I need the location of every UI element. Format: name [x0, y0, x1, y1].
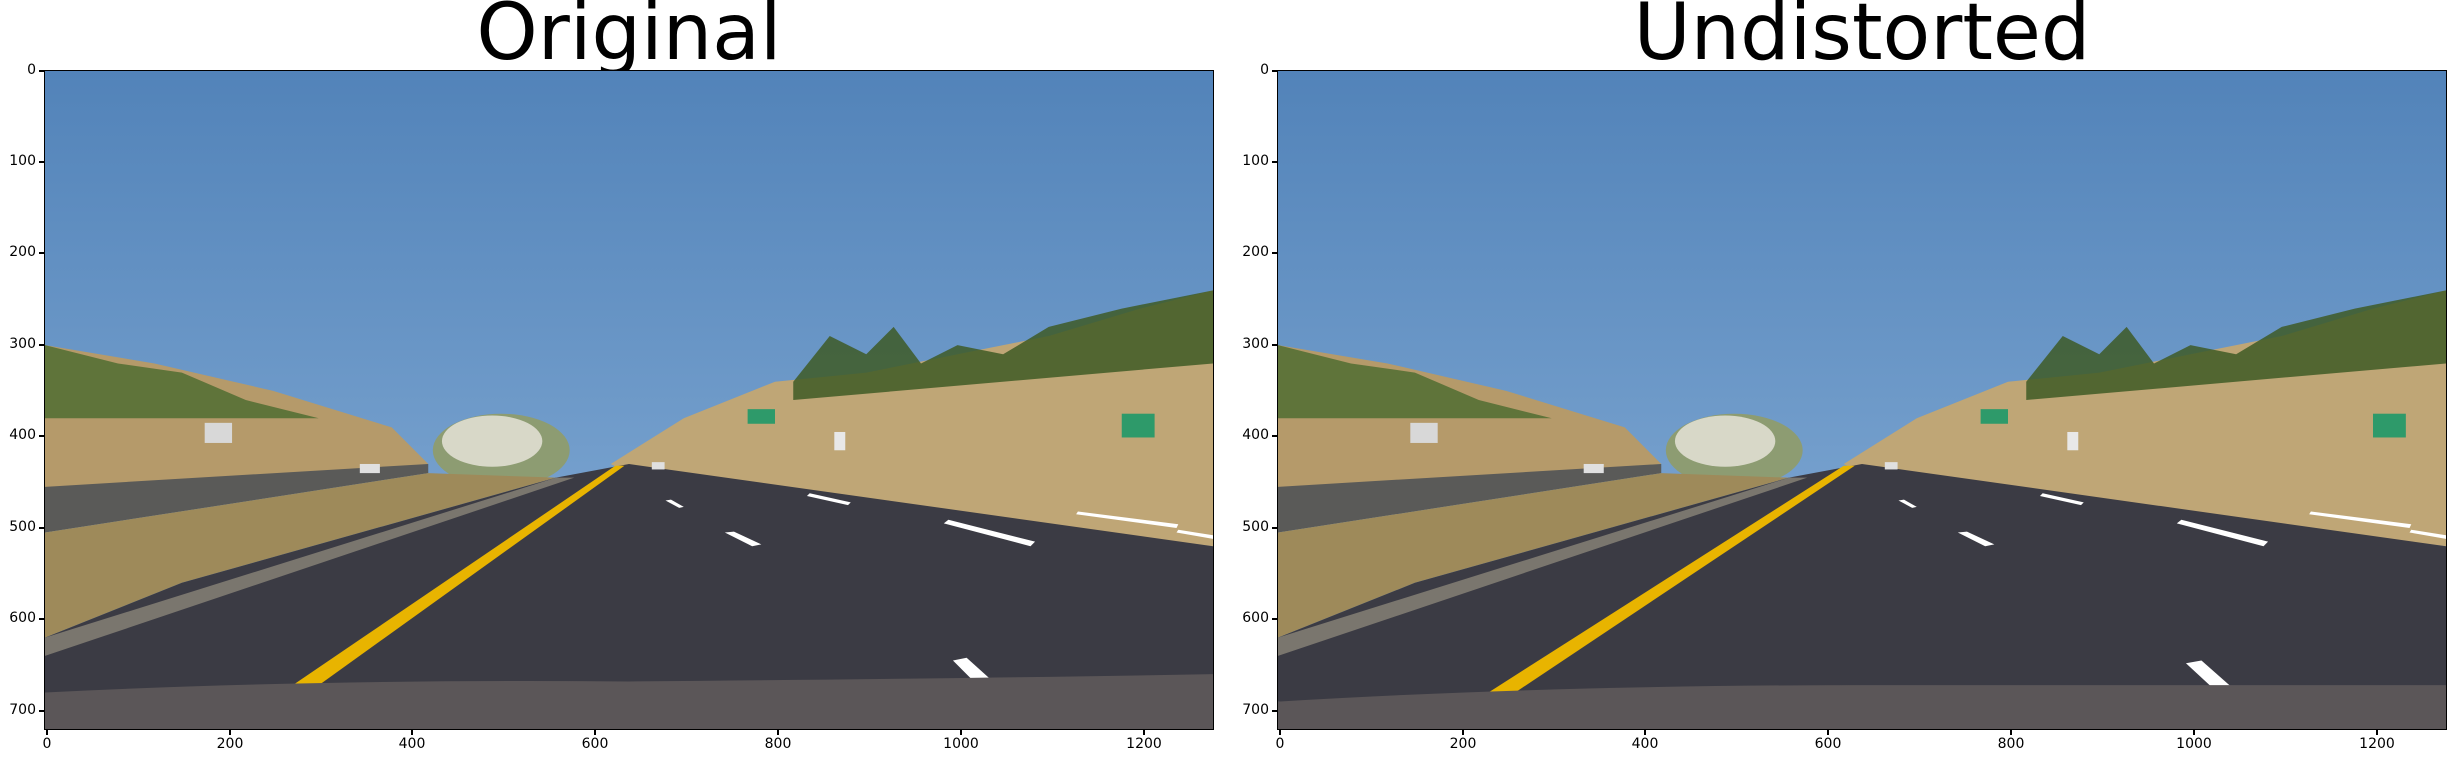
y-tick: 100: [0, 153, 44, 169]
x-tick: 0: [1250, 730, 1310, 752]
road-scene-undistorted: [1278, 71, 2446, 729]
y-tick: 100: [1229, 153, 1277, 169]
x-tick: 200: [1433, 730, 1493, 752]
highway-sign-icon: [747, 409, 775, 424]
y-tick: 400: [0, 427, 44, 443]
y-tick: 600: [0, 610, 44, 626]
y-tick: 300: [1229, 336, 1277, 352]
x-tick: 200: [200, 730, 260, 752]
road-sign-icon: [1410, 422, 1438, 443]
x-tick: 600: [1798, 730, 1858, 752]
x-tick: 1200: [1114, 730, 1174, 752]
x-tick: 400: [1615, 730, 1675, 752]
car-icon: [1583, 463, 1604, 474]
x-tick: 800: [1981, 730, 2041, 752]
highway-sign-icon: [2373, 413, 2406, 438]
y-tick: 500: [0, 519, 44, 535]
panel-title: Original: [476, 0, 782, 78]
x-tick: 0: [17, 730, 77, 752]
image-undistorted: [1277, 70, 2447, 730]
y-tick: 700: [0, 702, 44, 718]
y-tick: 300: [0, 336, 44, 352]
y-tick: 400: [1229, 427, 1277, 443]
x-tick: 400: [382, 730, 442, 752]
panel-original: Original: [0, 0, 1229, 763]
highway-sign-icon: [1121, 413, 1155, 438]
road-sign-icon: [204, 422, 233, 443]
y-tick: 700: [1229, 702, 1277, 718]
panel-title: Undistorted: [1633, 0, 2091, 78]
y-tick: 0: [0, 62, 44, 78]
x-tick: 1000: [2164, 730, 2224, 752]
y-tick: 200: [0, 244, 44, 260]
road-scene-original: [45, 71, 1213, 729]
x-tick: 600: [565, 730, 625, 752]
x-tick: 1200: [2347, 730, 2407, 752]
car-icon: [359, 463, 380, 474]
y-tick: 500: [1229, 519, 1277, 535]
panel-undistorted: Undistorted: [1230, 0, 2459, 763]
x-tick: 1000: [931, 730, 991, 752]
y-tick: 0: [1229, 62, 1277, 78]
image-original: [44, 70, 1214, 730]
y-tick: 600: [1229, 610, 1277, 626]
x-tick: 800: [748, 730, 808, 752]
y-tick: 200: [1229, 244, 1277, 260]
highway-sign-icon: [1980, 409, 2008, 424]
